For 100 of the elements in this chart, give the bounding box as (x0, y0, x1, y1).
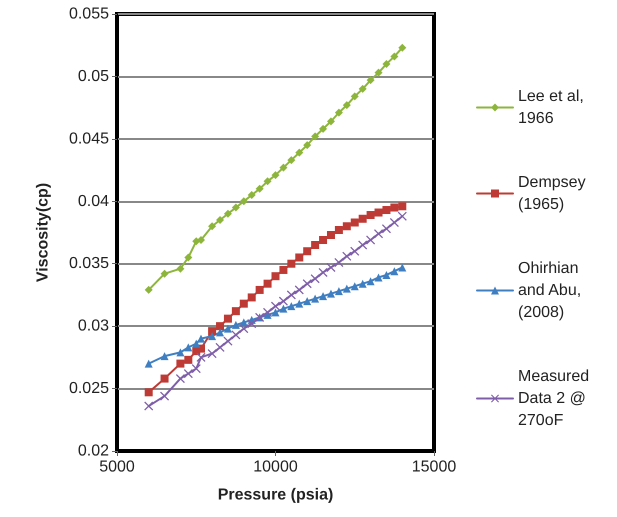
point (303, 141, 312, 150)
point (311, 294, 320, 303)
point (382, 270, 390, 279)
point (374, 273, 383, 282)
point (160, 374, 169, 383)
point (216, 216, 224, 224)
point (264, 177, 272, 186)
point (286, 290, 296, 300)
point (382, 224, 391, 234)
point (358, 84, 367, 93)
point (192, 364, 201, 374)
point (366, 211, 375, 220)
point (374, 229, 384, 238)
point (294, 285, 304, 294)
point (295, 253, 304, 262)
point (216, 322, 224, 330)
point (319, 236, 328, 244)
point (231, 330, 240, 340)
point (272, 308, 280, 316)
point (334, 258, 344, 267)
point (224, 314, 232, 323)
point (390, 52, 398, 60)
point (224, 210, 232, 218)
point (310, 274, 320, 284)
point (160, 352, 169, 360)
point (176, 360, 184, 368)
point (295, 148, 304, 157)
point (144, 402, 154, 411)
point (342, 101, 351, 110)
point (232, 320, 240, 329)
point (319, 292, 328, 300)
point (366, 235, 376, 244)
point (279, 164, 288, 172)
y-tick-label: 0.04 (78, 192, 110, 210)
legend-label: Measured Data 2 @ 270oF (518, 368, 594, 429)
point (247, 319, 256, 328)
point (256, 184, 264, 193)
point (390, 218, 399, 228)
point (197, 334, 206, 343)
point (303, 247, 312, 256)
point (374, 208, 383, 217)
point (216, 342, 225, 352)
point (287, 156, 296, 164)
point (390, 204, 398, 212)
point (240, 197, 248, 206)
y-tick-label: 0.035 (68, 255, 110, 272)
point (208, 222, 216, 230)
point (224, 324, 232, 333)
point (248, 191, 256, 200)
point (342, 284, 351, 293)
point (272, 272, 280, 280)
point (342, 252, 352, 261)
point (271, 302, 280, 311)
point (192, 340, 200, 348)
point (184, 253, 192, 262)
y-tick-label: 0.05 (78, 68, 110, 85)
point (176, 348, 184, 356)
point (208, 327, 216, 336)
x-tick-label: 15000 (412, 458, 456, 476)
point (350, 92, 359, 100)
point (272, 171, 280, 180)
point (358, 214, 367, 223)
point (239, 324, 248, 334)
y-axis-title: Viscosity(cp) (34, 182, 52, 282)
point (144, 360, 153, 368)
y-tick-label: 0.045 (68, 130, 110, 148)
point (350, 282, 359, 290)
point (382, 60, 390, 68)
point (248, 293, 256, 302)
point (350, 218, 359, 227)
point (197, 236, 206, 244)
point (240, 300, 248, 308)
point (334, 226, 343, 234)
point (144, 388, 153, 396)
point (196, 352, 206, 362)
y-tick-label: 0.03 (78, 318, 110, 335)
point (326, 117, 335, 126)
point (176, 264, 184, 273)
x-tick-label: 5000 (99, 458, 135, 476)
point (366, 277, 375, 286)
point (160, 270, 169, 278)
point (374, 68, 383, 77)
x-tick-label: 10000 (253, 458, 298, 476)
point (398, 263, 406, 272)
point (311, 132, 320, 140)
point (232, 307, 240, 316)
point (358, 280, 367, 288)
point (216, 328, 224, 336)
point (303, 297, 312, 306)
point (160, 392, 170, 401)
y-tick-label: 0.025 (68, 380, 110, 398)
point (278, 296, 288, 306)
y-tick-label: 0.02 (78, 442, 110, 460)
legend-label: Lee et al,1966 (518, 88, 584, 127)
point (366, 76, 375, 84)
point (342, 222, 351, 230)
legend-label: Ohirhian and Abu, (2008) (518, 260, 586, 321)
point (311, 240, 320, 249)
point (326, 290, 335, 298)
point (302, 279, 312, 288)
